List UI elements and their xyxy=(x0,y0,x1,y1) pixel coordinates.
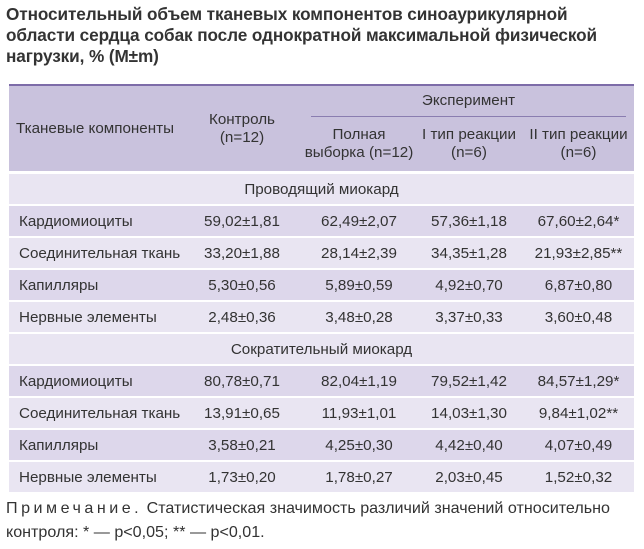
header-components-label: Тканевые компоненты xyxy=(16,119,174,137)
value-type1: 2,03±0,45 xyxy=(435,468,503,486)
value-type2: 9,84±1,02** xyxy=(538,404,619,422)
section-title: Проводящий миокард xyxy=(244,180,399,198)
component-name: Соединительная ткань xyxy=(19,244,181,262)
header-type2: II тип реакции (n=6) xyxy=(523,116,634,171)
table-row: Кардиомиоциты 59,02±1,81 62,49±2,07 57,36±1… xyxy=(9,206,634,238)
value-control: 1,73±0,20 xyxy=(208,468,276,486)
table-header: Тканевые компоненты Контроль (n=12) Эксп… xyxy=(9,86,634,174)
header-control-line2: (n=12) xyxy=(219,128,265,146)
header-experiment-label: Эксперимент xyxy=(421,92,516,109)
value-type1: 14,03±1,30 xyxy=(431,404,507,422)
table-body: Проводящий миокард Кардиомиоциты 59,02±1,8… xyxy=(9,174,634,494)
value-full-sample: 28,14±2,39 xyxy=(321,244,397,262)
value-type1: 79,52±1,42 xyxy=(431,372,507,390)
value-type2: 4,07±0,49 xyxy=(544,436,613,454)
table-row: Капилляры 3,58±0,21 4,25±0,30 4,42±0,40 4,07… xyxy=(9,430,634,462)
component-name: Капилляры xyxy=(19,276,99,294)
value-control: 59,02±1,81 xyxy=(204,212,280,230)
component-name: Соединительная ткань xyxy=(19,404,181,422)
value-type1: 4,92±0,70 xyxy=(435,276,503,294)
header-type1-line2: (n=6) xyxy=(451,143,487,161)
value-full-sample: 82,04±1,19 xyxy=(321,372,397,390)
table-row: Кардиомиоциты 80,78±0,71 82,04±1,19 79,52±1… xyxy=(9,366,634,398)
table-row: Нервные элементы 1,73±0,20 1,78±0,27 2,03±0… xyxy=(9,462,634,494)
component-name: Капилляры xyxy=(19,436,99,454)
header-control: Контроль (n=12) xyxy=(181,86,303,171)
value-type2: 84,57±1,29* xyxy=(537,372,620,390)
header-type1-line1: I тип реакции xyxy=(422,125,516,143)
table-row: Капилляры 5,30±0,56 5,89±0,59 4,92±0,70 6,87… xyxy=(9,270,634,302)
value-full-sample: 1,78±0,27 xyxy=(325,468,393,486)
header-divider xyxy=(311,116,626,117)
value-type1: 34,35±1,28 xyxy=(431,244,507,262)
table-row: Нервные элементы 2,48±0,36 3,48±0,28 3,37±0… xyxy=(9,302,634,334)
value-full-sample: 11,93±1,01 xyxy=(321,404,397,422)
footnote-label: Примечание. xyxy=(6,499,143,517)
value-type2: 1,52±0,32 xyxy=(544,468,613,486)
header-full-line2: выборка (n=12) xyxy=(304,143,414,161)
section-header-row: Проводящий миокард xyxy=(9,174,634,206)
value-type2: 67,60±2,64* xyxy=(537,212,620,230)
footnote-text: Статистическая значимость различий значе… xyxy=(6,499,610,541)
header-full-line1: Полная xyxy=(332,125,386,143)
header-type2-line1: II тип реакции xyxy=(529,125,628,143)
value-control: 33,20±1,88 xyxy=(204,244,280,262)
value-full-sample: 62,49±2,07 xyxy=(321,212,397,230)
header-full-sample: Полная выборка (n=12) xyxy=(303,116,415,171)
component-name: Нервные элементы xyxy=(19,468,157,486)
value-type2: 6,87±0,80 xyxy=(544,276,613,294)
component-name: Нервные элементы xyxy=(19,308,157,326)
header-type1: I тип реакции (n=6) xyxy=(415,116,523,171)
table-row: Соединительная ткань 33,20±1,88 28,14±2,39… xyxy=(9,238,634,270)
component-name: Кардиомиоциты xyxy=(19,372,133,390)
value-type1: 4,42±0,40 xyxy=(435,436,503,454)
value-type1: 57,36±1,18 xyxy=(431,212,507,230)
value-control: 3,58±0,21 xyxy=(208,436,276,454)
header-control-line1: Контроль xyxy=(209,110,275,128)
value-control: 5,30±0,56 xyxy=(208,276,276,294)
value-control: 80,78±0,71 xyxy=(204,372,280,390)
section-header-row: Сократительный миокард xyxy=(9,334,634,366)
header-experiment: Эксперимент xyxy=(303,86,634,116)
value-full-sample: 5,89±0,59 xyxy=(325,276,393,294)
section-title: Сократительный миокард xyxy=(230,340,413,358)
value-control: 2,48±0,36 xyxy=(208,308,276,326)
component-name: Кардиомиоциты xyxy=(19,212,133,230)
table-title: Относительный объем тканевых компонентов… xyxy=(6,4,598,66)
value-type2: 3,60±0,48 xyxy=(544,308,613,326)
header-components: Тканевые компоненты xyxy=(9,86,181,171)
value-full-sample: 4,25±0,30 xyxy=(325,436,393,454)
value-control: 13,91±0,65 xyxy=(204,404,280,422)
data-table: Тканевые компоненты Контроль (n=12) Эксп… xyxy=(9,84,634,494)
table-footnote: Примечание. Статистическая значимость ра… xyxy=(6,496,638,544)
table-row: Соединительная ткань 13,91±0,65 11,93±1,01… xyxy=(9,398,634,430)
value-type1: 3,37±0,33 xyxy=(435,308,503,326)
value-type2: 21,93±2,85** xyxy=(534,244,623,262)
header-type2-line2: (n=6) xyxy=(560,143,597,161)
value-full-sample: 3,48±0,28 xyxy=(325,308,393,326)
